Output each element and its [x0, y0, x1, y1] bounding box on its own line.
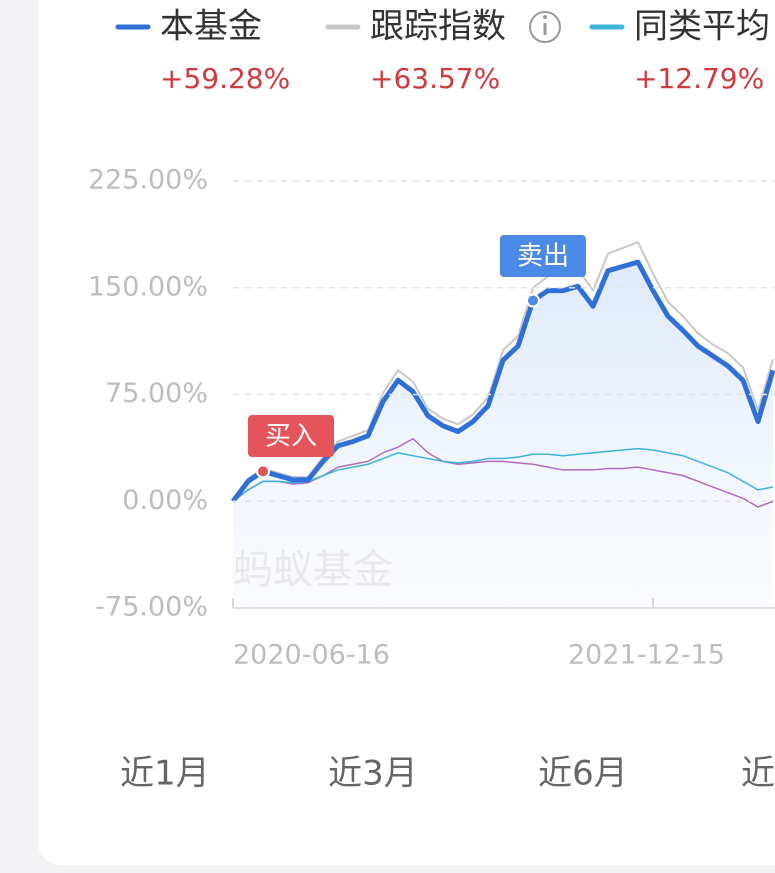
series-line: [231, 259, 775, 503]
y-tick-label: 0.00%: [122, 485, 208, 516]
y-tick-label: 150.00%: [88, 271, 208, 302]
area: [233, 262, 773, 608]
x-tick-label: 2020-06-16: [233, 640, 390, 671]
annotation-point: [526, 293, 540, 308]
y-tick-label: -75.00%: [95, 592, 208, 623]
legend-return: +12.79%: [634, 62, 764, 95]
range-button[interactable]: 近6月: [538, 754, 628, 794]
legend-label: 本基金: [160, 7, 262, 47]
range-button[interactable]: 近: [741, 754, 775, 794]
range-button[interactable]: 近3月: [328, 754, 418, 794]
annotation-point: [256, 464, 270, 479]
info-icon: [543, 15, 547, 19]
annotation-text: 买入: [265, 422, 317, 452]
legend-label: 同类平均: [634, 7, 770, 47]
series-line: [232, 241, 774, 502]
legend-return: +63.57%: [370, 62, 500, 95]
y-tick-label: 75.00%: [105, 378, 208, 409]
annotation-box: [248, 415, 334, 457]
annotation-box: [500, 235, 586, 277]
series-line: [232, 447, 774, 502]
range-button[interactable]: 近1月: [120, 754, 210, 794]
annotation-text: 卖出: [517, 242, 569, 272]
x-tick-label: 2021-12-15: [568, 640, 725, 671]
watermark: 蚂蚁基金: [233, 547, 393, 593]
y-tick-label: 225.00%: [88, 165, 208, 196]
info-icon: [529, 11, 561, 43]
legend-return: +59.28%: [160, 62, 290, 95]
legend-label: 跟踪指数: [370, 7, 506, 47]
